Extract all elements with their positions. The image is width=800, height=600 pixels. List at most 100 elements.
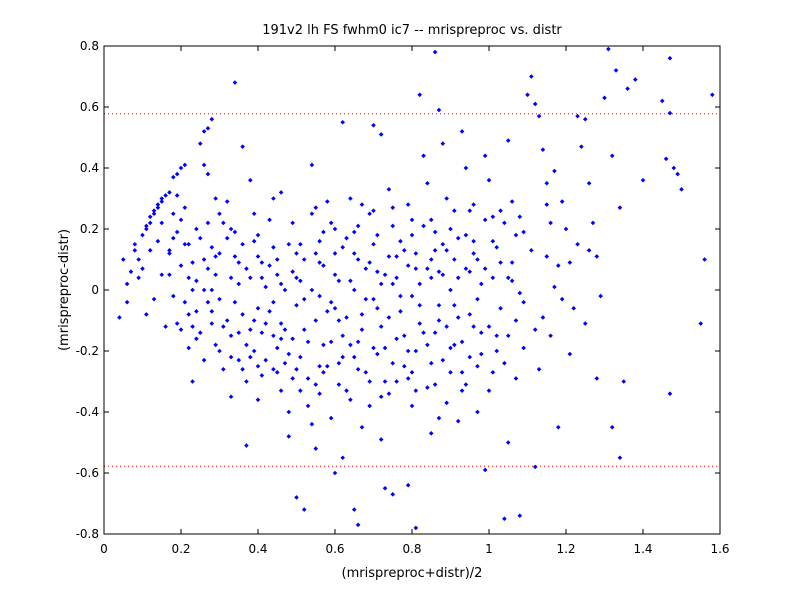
data-point	[298, 278, 303, 284]
data-point	[309, 211, 315, 217]
data-point	[394, 275, 399, 281]
data-point	[217, 251, 222, 256]
data-point	[282, 287, 288, 293]
data-point	[132, 248, 138, 253]
data-point	[244, 266, 249, 271]
data-point	[444, 400, 449, 406]
data-point	[667, 110, 673, 116]
data-point	[375, 306, 380, 311]
data-point	[244, 379, 249, 384]
data-point	[413, 348, 419, 354]
data-point	[221, 324, 226, 329]
data-point	[174, 171, 180, 177]
data-point	[144, 226, 149, 232]
data-point	[563, 226, 569, 232]
y-tick-label: 0.8	[80, 39, 99, 53]
data-point	[290, 376, 295, 381]
data-point	[467, 312, 473, 317]
data-point	[317, 260, 322, 265]
data-point	[405, 263, 411, 268]
data-point	[517, 214, 523, 220]
data-point	[144, 312, 149, 317]
data-point	[286, 409, 292, 415]
data-point	[440, 141, 446, 146]
data-point	[498, 208, 503, 213]
data-point	[444, 324, 449, 329]
data-point	[428, 257, 434, 262]
data-point	[532, 101, 538, 107]
data-point	[425, 385, 430, 390]
data-point	[140, 266, 145, 271]
data-point	[390, 492, 396, 497]
data-point	[459, 388, 465, 393]
data-point	[505, 440, 511, 445]
data-point	[190, 379, 195, 384]
data-point	[471, 251, 476, 256]
data-point	[186, 312, 191, 317]
data-point	[309, 287, 315, 293]
data-point	[394, 379, 399, 384]
data-point	[402, 248, 407, 253]
data-point	[305, 339, 311, 345]
data-point	[463, 232, 469, 238]
data-point	[633, 77, 638, 82]
data-point	[486, 324, 492, 329]
data-point	[417, 281, 422, 287]
data-point	[259, 330, 265, 335]
y-tick-label: 0.6	[80, 100, 99, 114]
data-point	[278, 190, 284, 195]
data-point	[248, 354, 253, 360]
data-point	[259, 373, 265, 378]
data-point	[290, 220, 295, 226]
data-point	[586, 248, 592, 253]
data-point	[482, 153, 488, 159]
data-point	[282, 360, 288, 366]
data-point	[317, 293, 322, 299]
data-point	[248, 177, 253, 183]
data-point	[552, 168, 557, 174]
data-point	[452, 208, 457, 213]
data-point	[328, 415, 334, 421]
data-point	[186, 241, 191, 247]
data-point	[348, 278, 353, 284]
data-point	[428, 360, 434, 366]
data-point	[151, 296, 157, 302]
chart-title: 191v2 lh FS fwhm0 ic7 -- mrispreproc vs.…	[262, 23, 562, 38]
data-point	[182, 205, 188, 210]
data-point	[221, 367, 226, 372]
data-point	[290, 269, 295, 274]
data-point	[378, 437, 384, 442]
data-point	[494, 245, 499, 250]
data-point	[313, 251, 319, 256]
data-point	[351, 354, 357, 360]
data-point	[351, 507, 357, 512]
data-point	[394, 336, 399, 342]
data-point	[363, 266, 369, 271]
data-point	[367, 379, 372, 384]
data-point	[594, 254, 600, 259]
data-point	[328, 339, 334, 345]
data-point	[224, 199, 230, 204]
data-point	[482, 217, 488, 223]
data-point	[363, 296, 369, 302]
data-point	[255, 397, 261, 403]
data-point	[421, 223, 426, 229]
data-point	[432, 330, 438, 335]
data-point	[348, 397, 353, 403]
data-point	[529, 74, 534, 79]
data-point	[205, 171, 211, 177]
data-point	[382, 379, 388, 384]
data-point	[386, 391, 392, 396]
data-points	[117, 46, 715, 531]
data-point	[463, 382, 469, 387]
data-point	[186, 345, 191, 351]
data-point	[190, 287, 195, 293]
data-point	[228, 394, 234, 400]
data-point	[336, 382, 342, 387]
data-point	[178, 327, 184, 332]
data-point	[452, 342, 457, 348]
reference-lines	[104, 113, 720, 467]
data-point	[155, 205, 161, 210]
data-point	[117, 315, 122, 320]
data-point	[378, 394, 384, 400]
